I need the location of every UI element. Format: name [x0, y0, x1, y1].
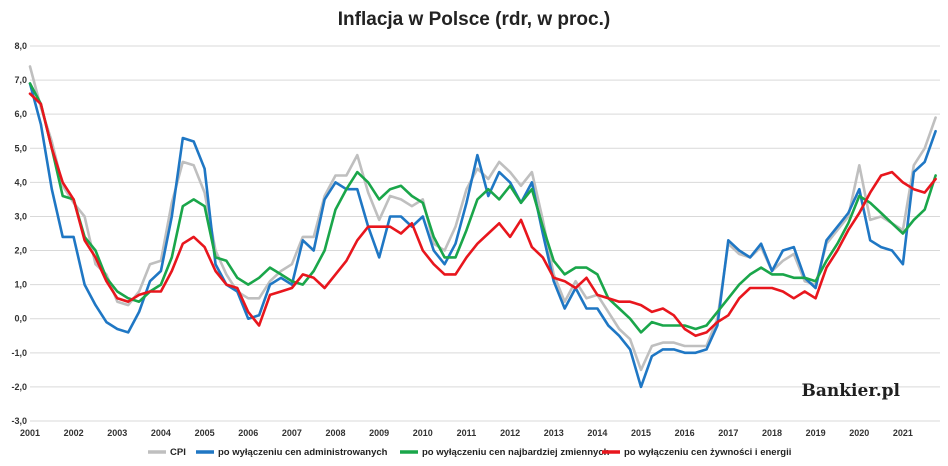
- x-tick-label: 2002: [64, 428, 84, 438]
- chart-legend: CPI po wyłączeniu cen administrowanych po …: [148, 447, 791, 458]
- x-tick-label: 2008: [325, 428, 345, 438]
- x-tick-label: 2007: [282, 428, 302, 438]
- series-line-0: [28, 65, 937, 372]
- chart-title: Inflacja w Polsce (rdr, w proc.): [338, 9, 610, 30]
- x-tick-label: 2016: [675, 428, 695, 438]
- x-tick-label: 2010: [413, 428, 433, 438]
- x-tick-label: 2012: [500, 428, 520, 438]
- x-tick-label: 2020: [849, 428, 869, 438]
- y-tick-label: 8,0: [14, 41, 27, 51]
- x-tick-label: 2019: [806, 428, 826, 438]
- x-tick-label: 2018: [762, 428, 782, 438]
- x-tick-label: 2004: [151, 428, 171, 438]
- y-tick-label: 5,0: [14, 143, 27, 153]
- series-lines: [28, 65, 937, 389]
- x-tick-label: 2009: [369, 428, 389, 438]
- y-tick-label: 0,0: [14, 314, 27, 324]
- x-tick-label: 2013: [544, 428, 564, 438]
- x-tick-label: 2005: [195, 428, 215, 438]
- gridlines: [30, 45, 940, 422]
- legend-label-0: CPI: [170, 447, 186, 458]
- y-tick-label: 7,0: [14, 75, 27, 85]
- x-tick-label: 2011: [457, 428, 477, 438]
- legend-label-2: po wyłączeniu cen najbardziej zmiennych: [422, 447, 610, 458]
- bankier-watermark: Bankier.pl: [802, 381, 901, 401]
- series-line-3: [28, 92, 937, 338]
- y-tick-label: 4,0: [14, 177, 27, 187]
- y-tick-label: -3,0: [11, 416, 27, 426]
- x-tick-label: 2006: [238, 428, 258, 438]
- x-tick-label: 2003: [107, 428, 127, 438]
- x-tick-label: 2015: [631, 428, 651, 438]
- x-tick-label: 2017: [718, 428, 738, 438]
- legend-label-1: po wyłączeniu cen administrowanych: [218, 447, 388, 458]
- series-line-2: [28, 82, 937, 334]
- x-tick-label: 2014: [587, 428, 607, 438]
- x-axis-tick-labels: 2001 2002 2003 2004 2005 2006 2007 2008 2009 2010…: [20, 428, 913, 438]
- y-axis-tick-labels: -3,0 -2,0 -1,0 0,0 1,0 2,0 3,0 4,0 5,0 6,0 7,0 8,0: [11, 41, 27, 426]
- y-tick-label: 1,0: [14, 280, 27, 290]
- y-tick-label: 6,0: [14, 109, 27, 119]
- y-tick-label: 2,0: [14, 246, 27, 256]
- y-tick-label: 3,0: [14, 211, 27, 221]
- series-line-1: [28, 82, 937, 389]
- x-tick-label: 2001: [20, 428, 40, 438]
- y-tick-label: -1,0: [11, 348, 27, 358]
- legend-label-3: po wyłączeniu cen żywności i energii: [624, 447, 791, 458]
- x-tick-label: 2021: [893, 428, 913, 438]
- y-tick-label: -2,0: [11, 382, 27, 392]
